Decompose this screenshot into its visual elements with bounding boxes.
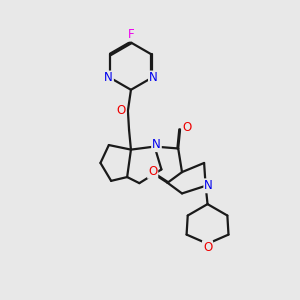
Text: O: O: [203, 241, 212, 254]
Text: O: O: [116, 104, 126, 117]
Text: N: N: [104, 71, 113, 85]
Text: O: O: [148, 165, 157, 178]
Text: O: O: [182, 121, 192, 134]
Text: N: N: [204, 179, 213, 192]
Text: F: F: [128, 28, 134, 41]
Text: N: N: [152, 138, 161, 151]
Text: N: N: [149, 71, 158, 85]
